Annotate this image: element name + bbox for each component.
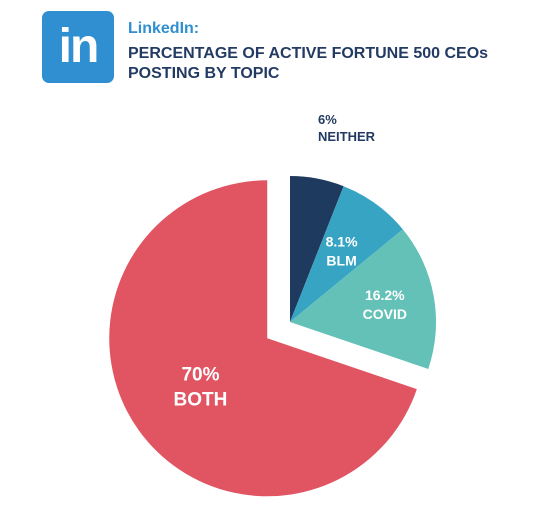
- slice-name-label-blm: BLM: [326, 253, 356, 269]
- pie-slice-neither: [290, 176, 344, 322]
- pie-labels: 6% NEITHER 8.1% BLM 16.2% COVID 70% BOTH: [174, 112, 407, 410]
- pie-slices: [109, 176, 436, 497]
- slice-value-label-both: 70%: [181, 364, 219, 385]
- brand-label: LinkedIn:: [128, 20, 200, 37]
- linkedin-logo-icon: in: [42, 11, 114, 83]
- slice-value-label-neither: 6%: [318, 112, 337, 127]
- pie-slice-both: [109, 180, 417, 497]
- slice-name-label-neither: NEITHER: [318, 129, 376, 144]
- chart-header: in LinkedIn: PERCENTAGE OF ACTIVE FORTUN…: [0, 0, 559, 100]
- slice-value-label-covid: 16.2%: [365, 287, 405, 303]
- logo-text: in: [58, 20, 100, 73]
- slice-name-label-covid: COVID: [363, 306, 407, 322]
- pie-slice-blm: [290, 186, 403, 322]
- slice-name-label-both: BOTH: [174, 389, 228, 410]
- slice-value-label-blm: 8.1%: [326, 234, 358, 250]
- pie-slice-covid: [290, 229, 436, 369]
- chart-title: PERCENTAGE OF ACTIVE FORTUNE 500 CEOs PO…: [128, 45, 489, 82]
